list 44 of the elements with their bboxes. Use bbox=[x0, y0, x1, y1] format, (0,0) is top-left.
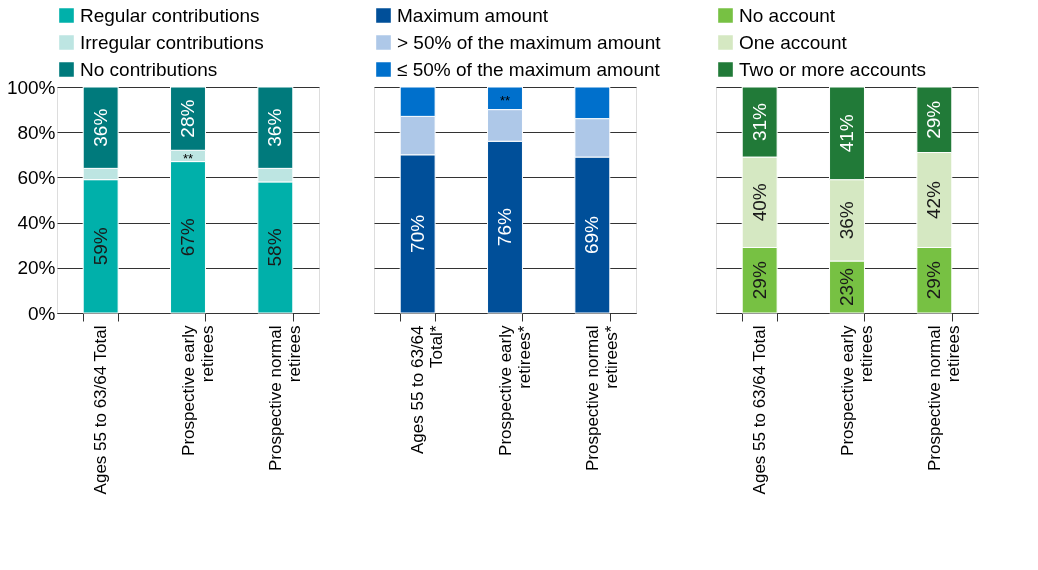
data-label: 69% bbox=[581, 215, 603, 255]
legend-label: One account bbox=[739, 31, 848, 53]
x-tick-label: Ages 55 to 63/64 Total bbox=[91, 325, 111, 495]
data-label: 28% bbox=[177, 99, 198, 138]
x-tick-label: Prospective normal retirees bbox=[265, 325, 304, 472]
x-tick-label: Ages 55 to 63/64 Total* bbox=[408, 325, 447, 455]
x-tick-label: Ages 55 to 63/64 Total bbox=[750, 325, 770, 495]
data-label: 42% bbox=[923, 180, 945, 220]
data-label: 23% bbox=[836, 267, 857, 307]
legend-label: Irregular contributions bbox=[80, 31, 264, 53]
legend-label: No account bbox=[739, 4, 836, 26]
x-tick-label: Prospective early retirees* bbox=[495, 325, 534, 456]
data-label: 59% bbox=[89, 227, 111, 266]
y-tick-label: 100% bbox=[6, 76, 56, 98]
data-label: ** bbox=[182, 150, 194, 166]
y-tick-label: 40% bbox=[17, 212, 56, 234]
data-label: 67% bbox=[177, 218, 198, 257]
data-label: 41% bbox=[836, 114, 857, 153]
y-tick-label: 20% bbox=[17, 257, 56, 279]
data-label: 40% bbox=[748, 183, 770, 222]
legend-label: Two or more accounts bbox=[739, 58, 926, 80]
data-label: 29% bbox=[923, 100, 945, 139]
legend-label: No contributions bbox=[80, 58, 218, 80]
data-label: 36% bbox=[264, 108, 286, 147]
data-label: 70% bbox=[406, 214, 428, 253]
data-label: 36% bbox=[89, 108, 111, 147]
x-tick-label: Prospective normal retirees* bbox=[582, 325, 621, 472]
data-label: 29% bbox=[748, 261, 770, 300]
data-label: 36% bbox=[836, 201, 857, 240]
y-tick-label: 60% bbox=[17, 166, 56, 188]
x-tick-label: Prospective normal retirees bbox=[924, 325, 963, 472]
legend-label: Regular contributions bbox=[80, 4, 260, 26]
data-label: 29% bbox=[923, 261, 945, 300]
data-label: 58% bbox=[264, 228, 286, 267]
legend-label: > 50% of the maximum amount bbox=[397, 31, 662, 53]
legend-label: Maximum amount bbox=[397, 4, 549, 26]
y-tick-label: 0% bbox=[28, 302, 56, 324]
y-tick-label: 80% bbox=[17, 121, 56, 143]
legend-label: ≤ 50% of the maximum amount bbox=[397, 58, 661, 80]
x-tick-label: Prospective early retirees bbox=[178, 325, 217, 456]
data-label: ** bbox=[499, 93, 511, 109]
x-tick-label: Prospective early retirees bbox=[837, 325, 876, 456]
data-label: 31% bbox=[748, 102, 770, 142]
data-label: 76% bbox=[494, 208, 515, 247]
